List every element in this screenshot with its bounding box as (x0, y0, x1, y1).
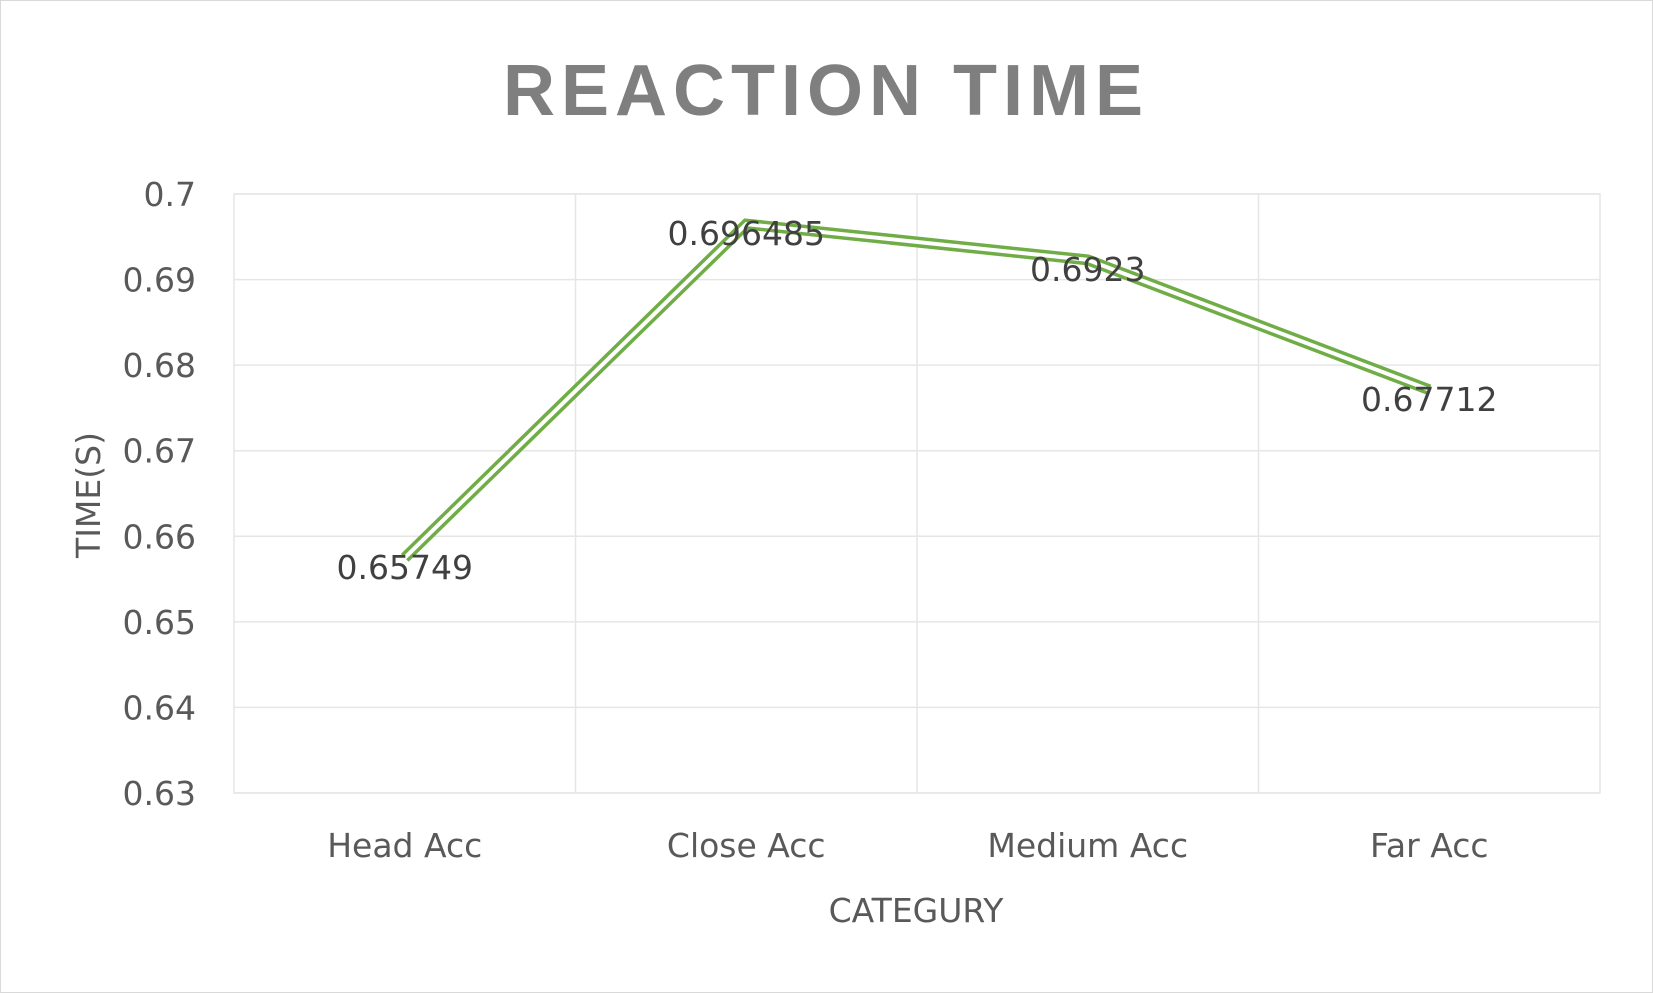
y-tick-label: 0.63 (123, 774, 196, 813)
y-tick-label: 0.64 (123, 688, 196, 727)
data-label: 0.6923 (1030, 250, 1145, 289)
x-tick-label: Head Acc (327, 826, 482, 865)
data-label: 0.67712 (1361, 380, 1497, 419)
x-tick-label: Medium Acc (987, 826, 1188, 865)
x-tick-label: Close Acc (667, 826, 826, 865)
x-tick-labels: Head Acc Close Acc Medium Acc Far Acc (327, 826, 1488, 865)
chart-title: REACTION TIME (503, 51, 1149, 131)
x-axis-title: CATEGURY (829, 891, 1005, 930)
y-tick-labels: 0.63 0.64 0.65 0.66 0.67 0.68 0.69 0.7 (123, 175, 196, 813)
data-label: 0.65749 (337, 548, 473, 587)
x-tick-label: Far Acc (1370, 826, 1489, 865)
y-tick-label: 0.68 (123, 346, 196, 385)
grid-lines (234, 194, 1600, 793)
y-tick-label: 0.67 (123, 432, 196, 471)
y-tick-label: 0.69 (123, 261, 196, 300)
y-tick-label: 0.66 (123, 517, 196, 556)
y-axis-title: TIME(S) (69, 432, 108, 559)
y-tick-label: 0.7 (144, 175, 196, 214)
y-tick-label: 0.65 (123, 603, 196, 642)
data-label: 0.696485 (668, 214, 825, 253)
